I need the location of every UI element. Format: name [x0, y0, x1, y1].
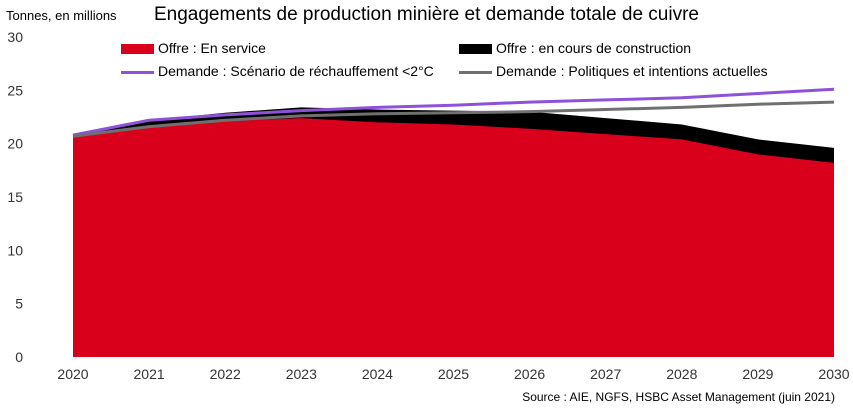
legend-swatch-black — [459, 44, 492, 55]
legend-item-demande-2c: Demande : Scénario de réchauffement <2°C — [121, 63, 434, 79]
area-offre-en-service — [73, 118, 834, 357]
y-tick-label: 20 — [7, 136, 23, 152]
line-demande-2c — [72, 87, 835, 137]
x-tick-label: 2027 — [590, 366, 621, 382]
y-tick-label: 30 — [7, 29, 23, 45]
legend-item-offre-en-service: Offre : En service — [121, 40, 266, 56]
y-tick-label: 10 — [7, 242, 23, 258]
legend-swatch-purple — [121, 70, 154, 74]
y-tick-label: 0 — [15, 349, 23, 365]
legend-item-offre-construction: Offre : en cours de construction — [459, 40, 691, 56]
x-tick-label: 2025 — [438, 366, 469, 382]
x-tick-label: 2024 — [362, 366, 393, 382]
line-demande-politiques — [72, 100, 835, 138]
y-tick-label: 15 — [7, 189, 23, 205]
x-tick-label: 2023 — [286, 366, 317, 382]
chart-title: Engagements de production minière et dem… — [153, 4, 699, 25]
legend-swatch-gray — [459, 70, 492, 74]
legend-label: Demande : Scénario de réchauffement <2°C — [158, 63, 434, 79]
y-tick-label: 5 — [15, 296, 23, 312]
legend-label: Offre : En service — [158, 40, 266, 56]
x-tick-label: 2021 — [134, 366, 165, 382]
y-tick-label: 25 — [7, 82, 23, 98]
x-tick-label: 2028 — [666, 366, 697, 382]
x-tick-label: 2030 — [818, 366, 849, 382]
legend-label: Demande : Politiques et intentions actue… — [496, 63, 768, 79]
legend-label: Offre : en cours de construction — [496, 40, 692, 56]
x-tick-label: 2022 — [210, 366, 241, 382]
y-axis-label: Tonnes, en millions — [6, 8, 117, 23]
legend-item-demande-politiques: Demande : Politiques et intentions actue… — [459, 63, 768, 79]
source-note: Source : AIE, NGFS, HSBC Asset Managemen… — [522, 390, 835, 404]
x-tick-label: 2020 — [57, 366, 88, 382]
x-tick-label: 2029 — [742, 366, 773, 382]
legend-swatch-red — [121, 44, 154, 55]
x-tick-label: 2026 — [514, 366, 545, 382]
